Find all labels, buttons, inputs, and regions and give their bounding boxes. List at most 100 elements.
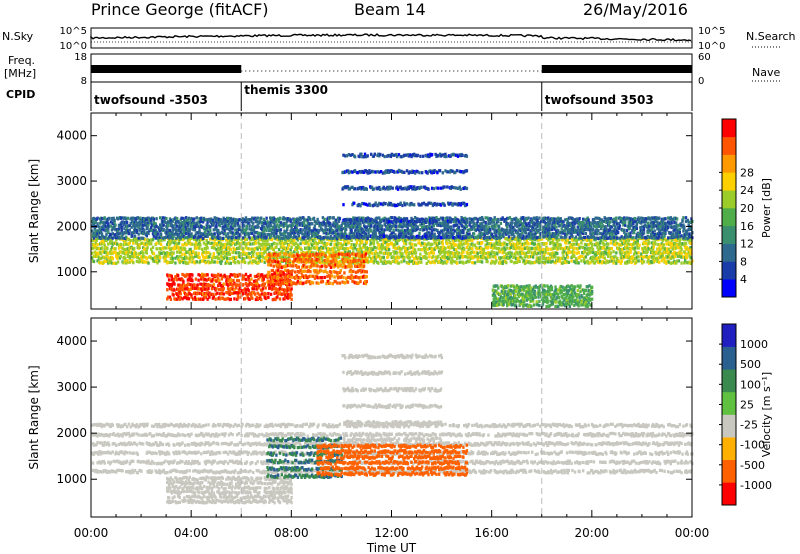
- range-gate-cell: [523, 259, 526, 263]
- range-gate-cell: [427, 259, 430, 263]
- range-gate-cell: [96, 222, 99, 226]
- range-gate-cell: [113, 235, 116, 239]
- range-gate-cell: [468, 217, 471, 221]
- range-gate-cell: [109, 259, 113, 263]
- range-gate-cell: [327, 236, 330, 240]
- range-gate-cell: [186, 222, 190, 226]
- range-gate-cell: [501, 261, 504, 265]
- range-gate-cell: [190, 216, 193, 221]
- range-gate-cell: [206, 228, 209, 233]
- range-gate-cell: [226, 224, 230, 228]
- range-gate-cell: [610, 225, 613, 229]
- range-gate-cell: [177, 232, 181, 236]
- range-gate-cell: [517, 233, 520, 237]
- range-gate-cell: [503, 250, 506, 254]
- range-gate-cell: [103, 259, 106, 263]
- range-gate-cell: [652, 255, 655, 259]
- range-gate-cell: [195, 216, 198, 220]
- range-gate-cell: [245, 224, 249, 228]
- range-gate-cell: [599, 259, 602, 263]
- freq-block-early: [91, 65, 242, 73]
- range-gate-cell: [233, 232, 236, 237]
- range-gate-cell: [540, 232, 543, 236]
- range-gate-cell: [252, 221, 255, 225]
- range-gate-cell: [275, 225, 278, 229]
- range-gate-cell: [253, 247, 257, 251]
- range-gate-cell: [596, 216, 599, 220]
- range-gate-cell: [595, 256, 598, 260]
- range-gate-cell: [504, 242, 507, 246]
- range-gate-cell: [624, 223, 627, 227]
- range-gate-cell: [145, 243, 148, 247]
- range-gate-cell: [495, 234, 498, 238]
- range-gate-cell: [442, 222, 445, 226]
- range-gate-cell: [308, 224, 311, 228]
- range-gate-cell: [248, 227, 251, 231]
- range-gate-cell: [489, 234, 493, 238]
- range-gate-cell: [159, 216, 162, 220]
- range-gate-cell: [486, 231, 489, 235]
- range-gate-cell: [218, 224, 222, 228]
- range-gate-cell: [202, 225, 206, 229]
- range-gate-cell: [652, 245, 655, 249]
- range-gate-cell: [422, 221, 426, 225]
- range-gate-cell: [410, 245, 413, 249]
- range-gate-cell: [410, 216, 413, 220]
- range-gate-cell: [640, 255, 643, 259]
- range-gate-cell: [610, 231, 613, 235]
- range-gate-cell: [308, 246, 311, 251]
- range-gate-cell: [516, 235, 520, 239]
- range-gate-cell: [110, 245, 114, 250]
- range-gate-cell: [335, 218, 338, 222]
- range-gate-cell: [176, 242, 179, 246]
- range-gate-cell: [420, 260, 423, 264]
- range-gate-cell: [625, 246, 629, 250]
- range-gate-cell: [595, 228, 598, 232]
- range-gate-cell: [537, 251, 540, 255]
- range-gate-cell: [474, 224, 478, 228]
- range-gate-cell: [265, 255, 268, 259]
- range-gate-cell: [556, 238, 559, 242]
- range-gate-cell: [539, 259, 542, 263]
- range-gate-cell: [129, 221, 132, 225]
- range-gate-cell: [438, 221, 442, 225]
- range-gate-cell: [216, 231, 219, 235]
- range-gate-cell: [537, 229, 540, 233]
- range-gate-cell: [126, 224, 130, 228]
- range-gate-cell: [137, 236, 140, 240]
- range-gate-cell: [667, 247, 671, 251]
- range-gate-cell: [658, 243, 662, 247]
- range-gate-cell: [296, 256, 300, 260]
- range-gate-cell: [527, 225, 530, 230]
- range-gate-cell: [538, 242, 541, 246]
- range-gate-cell: [158, 241, 161, 245]
- range-gate-cell: [531, 232, 535, 236]
- range-gate-cell: [229, 225, 232, 229]
- range-gate-cell: [663, 251, 666, 255]
- range-gate-cell: [595, 236, 598, 240]
- range-gate-cell: [566, 255, 570, 259]
- range-gate-cell: [266, 239, 269, 243]
- range-gate-cell: [629, 250, 632, 254]
- range-gate-cell: [276, 255, 279, 260]
- range-gate-cell: [471, 234, 474, 238]
- range-gate-cell: [96, 243, 99, 247]
- range-gate-cell: [543, 256, 546, 260]
- range-gate-cell: [252, 225, 255, 229]
- range-gate-cell: [390, 224, 393, 228]
- range-gate-cell: [160, 221, 164, 225]
- range-gate-cell: [661, 255, 664, 259]
- range-gate-cell: [256, 247, 259, 251]
- range-gate-cell: [151, 259, 155, 263]
- range-gate-cell: [613, 227, 616, 231]
- range-gate-cell: [583, 261, 587, 265]
- range-gate-cell: [489, 221, 492, 225]
- range-gate-cell: [501, 232, 504, 236]
- range-gate-cell: [388, 222, 392, 226]
- range-gate-cell: [94, 254, 97, 258]
- range-gate-cell: [559, 243, 562, 247]
- range-gate-cell: [292, 230, 295, 235]
- range-gate-cell: [618, 224, 622, 228]
- range-gate-cell: [610, 246, 613, 251]
- range-gate-cell: [304, 241, 308, 245]
